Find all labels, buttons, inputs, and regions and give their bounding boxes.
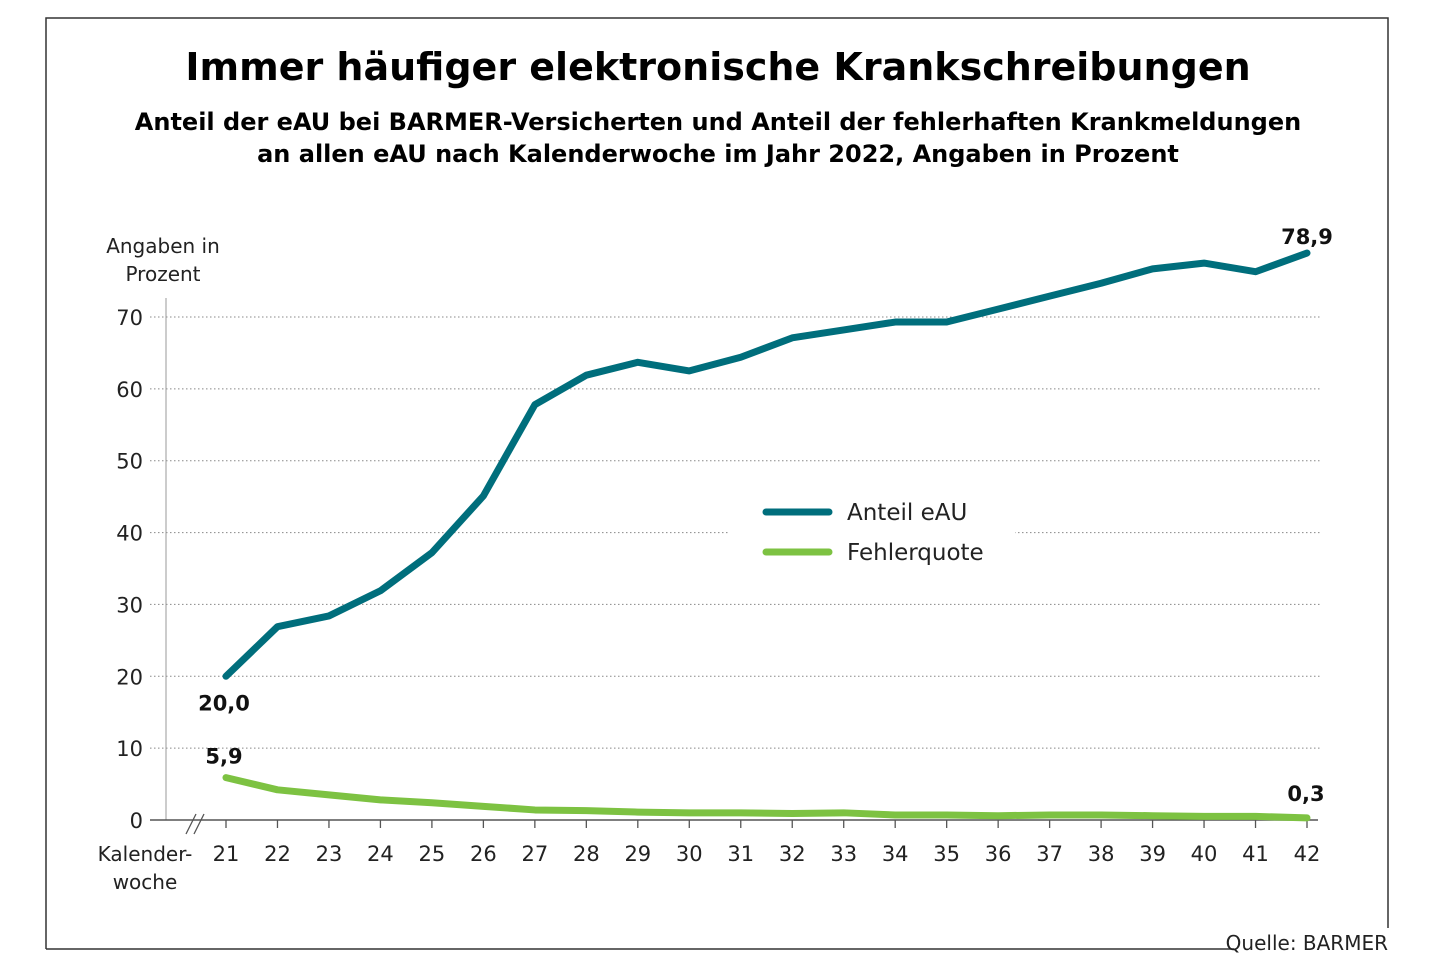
x-tick-label: 26 bbox=[470, 842, 497, 866]
data-point bbox=[224, 775, 228, 780]
data-point bbox=[996, 307, 1001, 312]
data-point bbox=[1305, 815, 1309, 820]
data-point bbox=[738, 810, 743, 815]
data-point bbox=[1253, 269, 1258, 274]
y-axis-label: Prozent bbox=[125, 262, 200, 286]
data-point bbox=[893, 320, 898, 325]
x-tick-label: 35 bbox=[933, 842, 960, 866]
legend-label: Fehlerquote bbox=[847, 540, 984, 566]
x-tick-label: 40 bbox=[1191, 842, 1218, 866]
x-tick-label: 27 bbox=[521, 842, 548, 866]
chart-subtitle: an allen eAU nach Kalenderwoche im Jahr … bbox=[257, 140, 1179, 168]
x-axis-label: Kalender- bbox=[98, 842, 193, 866]
x-tick-label: 29 bbox=[624, 842, 651, 866]
x-tick-label: 25 bbox=[419, 842, 446, 866]
y-tick-label: 20 bbox=[116, 665, 143, 689]
x-tick-label: 23 bbox=[316, 842, 343, 866]
y-tick-label: 40 bbox=[116, 522, 143, 546]
y-axis-label: Angaben in bbox=[106, 234, 220, 258]
data-point bbox=[1305, 251, 1309, 256]
data-point bbox=[275, 624, 280, 629]
data-point bbox=[1047, 294, 1052, 299]
chart-frame bbox=[45, 17, 1389, 949]
data-point bbox=[738, 355, 743, 360]
data-point bbox=[429, 800, 434, 805]
x-tick-label: 24 bbox=[367, 842, 394, 866]
data-point bbox=[429, 550, 434, 555]
x-tick-label: 31 bbox=[727, 842, 754, 866]
x-tick-label: 41 bbox=[1242, 842, 1269, 866]
x-tick-label: 21 bbox=[213, 842, 240, 866]
x-tick-label: 28 bbox=[573, 842, 600, 866]
data-point bbox=[841, 810, 846, 815]
data-label: 0,3 bbox=[1287, 782, 1324, 806]
x-axis-label: woche bbox=[113, 870, 178, 894]
y-tick-label: 30 bbox=[116, 593, 143, 617]
y-tick-label: 70 bbox=[116, 306, 143, 330]
x-tick-label: 39 bbox=[1139, 842, 1166, 866]
x-tick-label: 42 bbox=[1294, 842, 1321, 866]
x-tick-label: 22 bbox=[264, 842, 291, 866]
data-point bbox=[584, 373, 589, 378]
data-label: 78,9 bbox=[1281, 225, 1333, 249]
x-tick-label: 34 bbox=[882, 842, 909, 866]
data-point bbox=[635, 360, 640, 365]
data-point bbox=[326, 613, 331, 618]
series-line-anteil-eau bbox=[222, 249, 1311, 680]
data-point bbox=[996, 813, 1001, 818]
data-point bbox=[1202, 814, 1207, 819]
data-point bbox=[481, 804, 486, 809]
data-point bbox=[224, 674, 228, 679]
data-point bbox=[893, 812, 898, 817]
data-point bbox=[635, 810, 640, 815]
chart-subtitle: Anteil der eAU bei BARMER-Versicherten u… bbox=[135, 108, 1301, 136]
source-label: Quelle: BARMER bbox=[1226, 931, 1388, 955]
data-point bbox=[532, 807, 537, 812]
axis-break-icon bbox=[185, 813, 205, 835]
chart-title: Immer häufiger elektronische Krankschrei… bbox=[185, 45, 1250, 89]
y-tick-label: 50 bbox=[116, 450, 143, 474]
legend-background bbox=[730, 490, 1015, 575]
data-point bbox=[584, 808, 589, 813]
data-point bbox=[687, 368, 692, 373]
x-tick-label: 38 bbox=[1088, 842, 1115, 866]
x-tick-label: 30 bbox=[676, 842, 703, 866]
data-point bbox=[687, 810, 692, 815]
x-tick-label: 32 bbox=[779, 842, 806, 866]
data-point bbox=[532, 402, 537, 407]
data-point bbox=[841, 327, 846, 332]
data-point bbox=[1150, 813, 1155, 818]
data-point bbox=[790, 335, 795, 340]
data-point bbox=[944, 320, 949, 325]
data-point bbox=[481, 493, 486, 498]
series-line-fehlerquote bbox=[222, 774, 1311, 822]
legend-label: Anteil eAU bbox=[847, 500, 967, 526]
data-point bbox=[1099, 281, 1104, 286]
y-tick-label: 0 bbox=[130, 809, 143, 833]
data-point bbox=[378, 588, 383, 593]
data-point bbox=[1099, 812, 1104, 817]
x-tick-label: 33 bbox=[830, 842, 857, 866]
data-point bbox=[1202, 261, 1207, 266]
x-tick-label: 37 bbox=[1036, 842, 1063, 866]
data-point bbox=[1150, 266, 1155, 271]
data-point bbox=[1253, 814, 1258, 819]
data-point bbox=[944, 812, 949, 817]
y-tick-label: 10 bbox=[116, 737, 143, 761]
data-point bbox=[1047, 812, 1052, 817]
x-tick-label: 36 bbox=[985, 842, 1012, 866]
y-tick-label: 60 bbox=[116, 378, 143, 402]
data-point bbox=[378, 797, 383, 802]
data-point bbox=[790, 811, 795, 816]
data-point bbox=[275, 787, 280, 792]
data-label: 20,0 bbox=[198, 691, 250, 715]
data-point bbox=[326, 792, 331, 797]
data-label: 5,9 bbox=[205, 745, 242, 769]
